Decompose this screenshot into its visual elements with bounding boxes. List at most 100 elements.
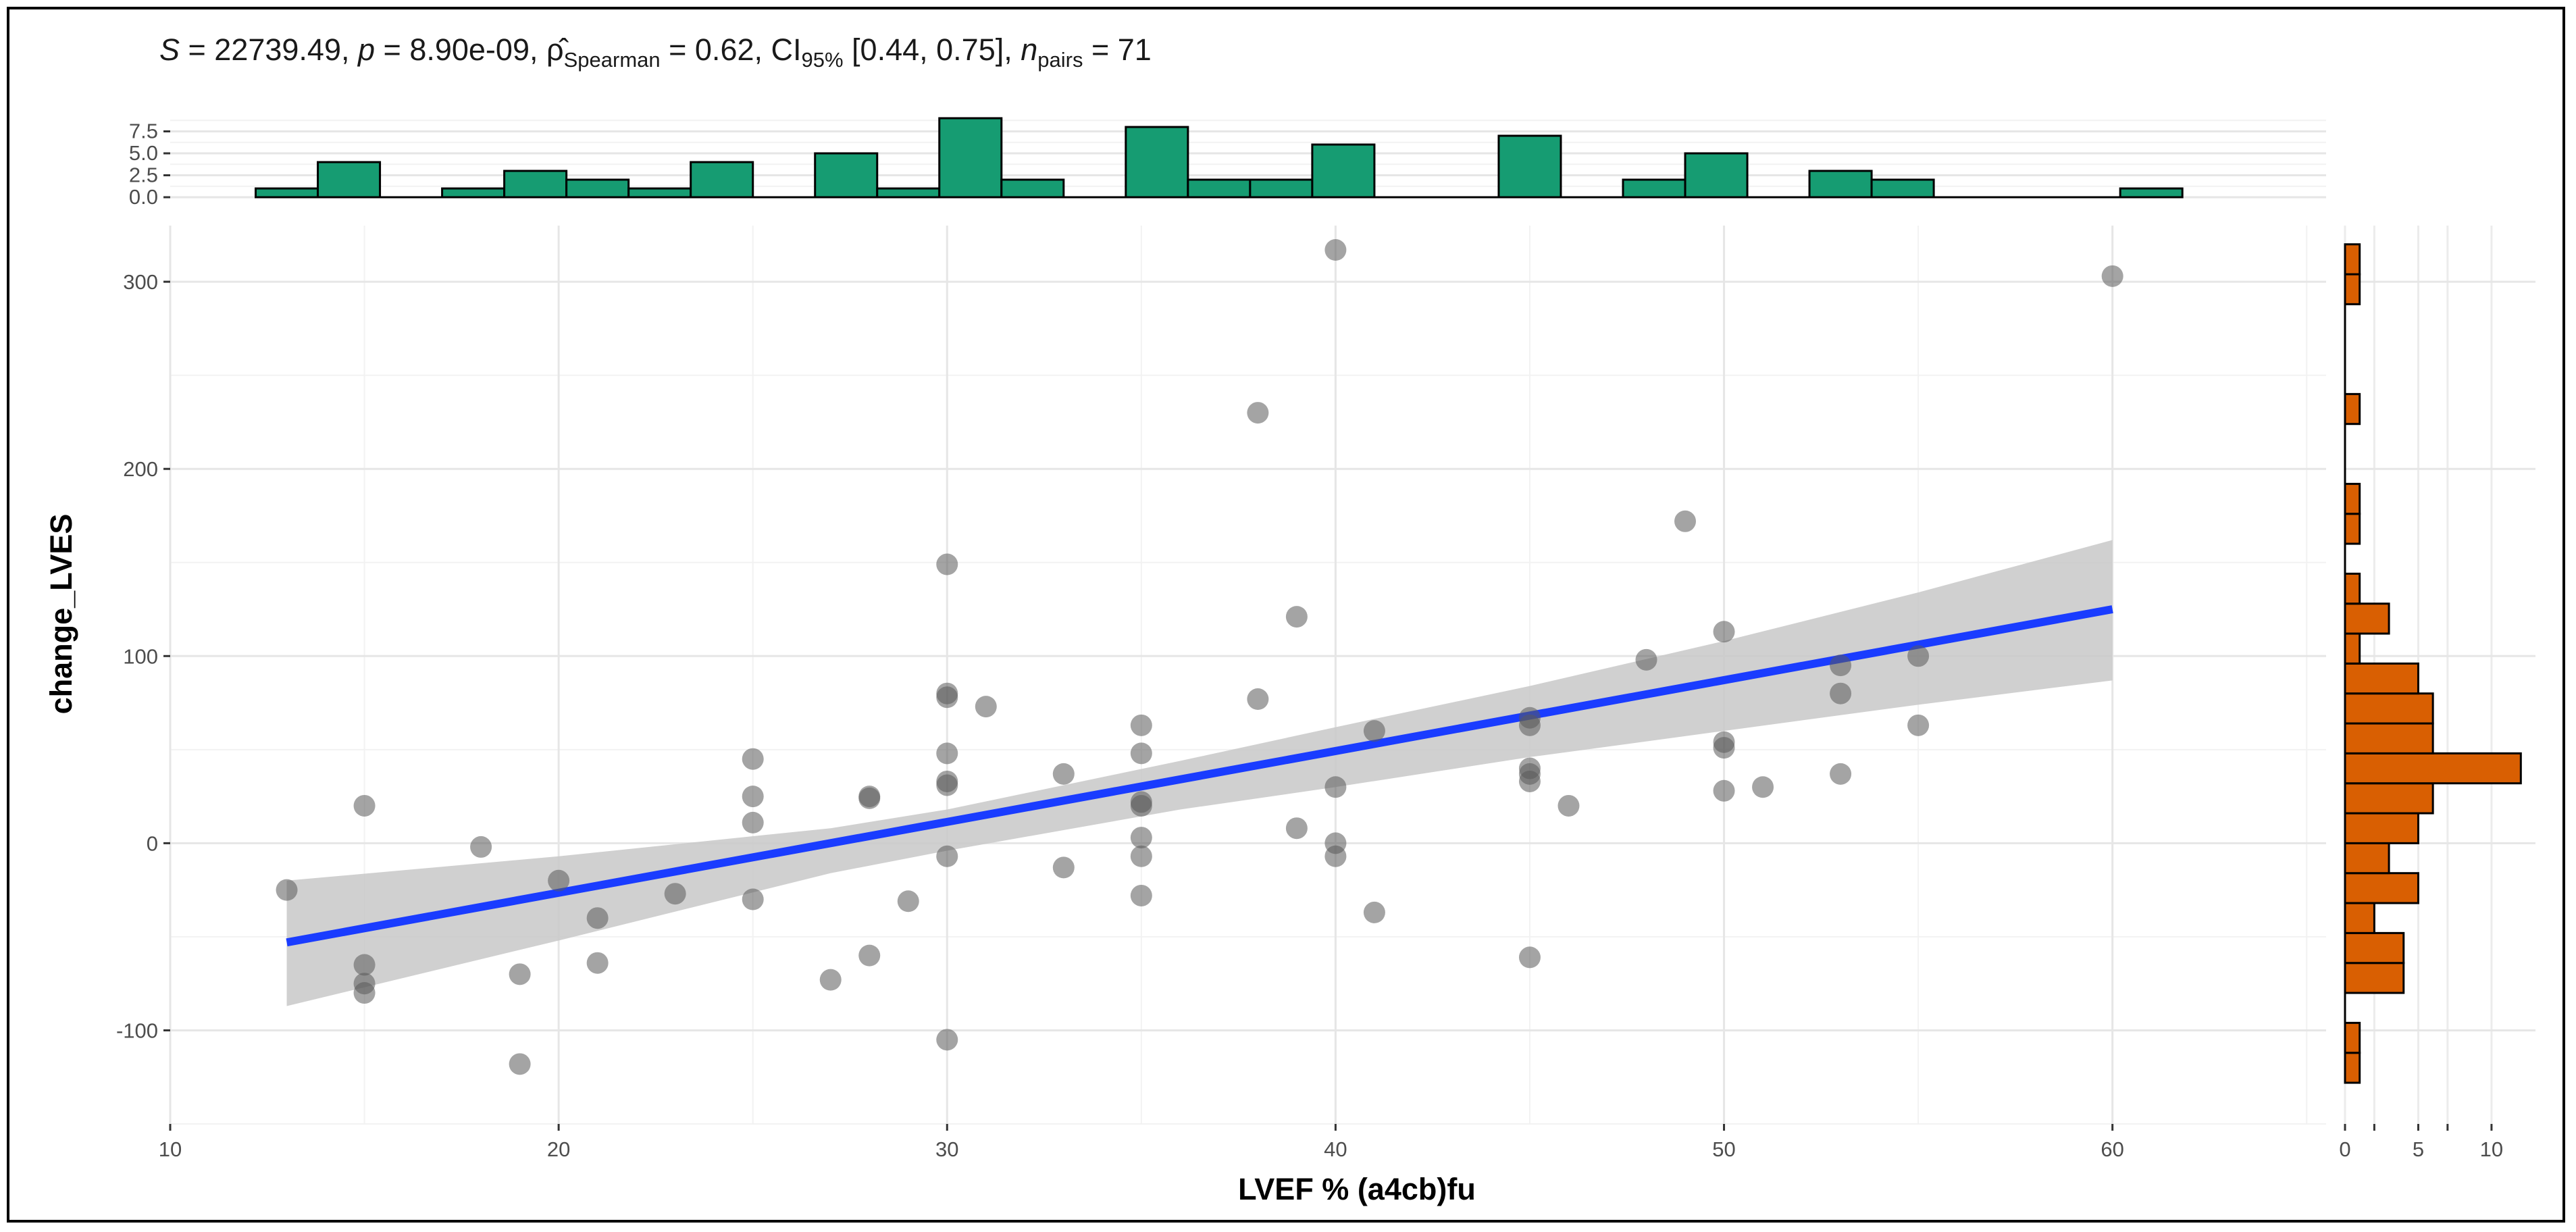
right-hist-bar: [2344, 962, 2405, 994]
data-point: [353, 794, 376, 817]
data-point: [1518, 770, 1541, 792]
data-point: [509, 963, 531, 985]
right-hist-bar: [2344, 752, 2522, 785]
right-hist-bar: [2344, 842, 2390, 875]
data-point: [1713, 779, 1735, 802]
top-hist-bar: [1125, 126, 1189, 199]
data-point: [858, 787, 881, 809]
subtitle-rho-sub: Spearman: [564, 48, 661, 72]
data-point: [1130, 884, 1152, 906]
top-hist-bar: [627, 187, 692, 199]
data-point: [509, 1053, 531, 1075]
top-hist-bar: [565, 178, 630, 199]
data-point: [1907, 714, 1930, 736]
y-tick-label: 100: [123, 644, 158, 668]
data-point: [1052, 856, 1075, 879]
data-point: [742, 748, 764, 770]
right-hist-bar: [2344, 782, 2434, 815]
subtitle-s-label: S: [159, 32, 180, 67]
data-point: [1830, 682, 1852, 704]
top-hist-bar: [690, 161, 754, 199]
x-tick-label: 20: [547, 1137, 570, 1161]
top-hist-bar: [938, 117, 1003, 199]
data-point: [1324, 776, 1347, 798]
data-point: [353, 982, 376, 1004]
data-point: [1285, 817, 1308, 840]
data-point: [936, 686, 958, 709]
right-hist-bar: [2344, 662, 2419, 695]
top-hist-bar: [1187, 178, 1252, 199]
data-point: [664, 883, 686, 905]
data-point: [1247, 688, 1269, 711]
data-point: [548, 869, 570, 892]
data-point: [1363, 901, 1385, 923]
top-hist-tick-label: 2.5: [129, 163, 158, 187]
data-point: [1130, 827, 1152, 849]
top-hist-bar: [255, 187, 319, 199]
right-hist-bar: [2344, 812, 2419, 844]
subtitle-n-value: = 71: [1083, 32, 1151, 67]
right-hist-bar: [2344, 692, 2434, 725]
data-point: [936, 742, 958, 765]
subtitle-s-value: = 22739.49,: [180, 32, 358, 67]
data-point: [276, 879, 298, 901]
data-point: [975, 696, 997, 718]
right-hist-tick-label: 5: [2413, 1137, 2424, 1161]
y-tick-label: 200: [123, 457, 158, 481]
top-hist-bar: [503, 170, 568, 199]
top-hist-tick-label: 5.0: [129, 141, 158, 165]
data-point: [1285, 606, 1308, 628]
fit-line-layer: [286, 605, 2113, 947]
right-hist-bar: [2344, 273, 2361, 305]
right-hist-bar: [2344, 872, 2419, 904]
top-hist-bar: [2119, 187, 2184, 199]
data-point: [1130, 845, 1152, 867]
top-hist-tick-label: 7.5: [129, 120, 158, 143]
data-point: [1247, 402, 1269, 424]
y-tick-label: 0: [147, 831, 158, 855]
x-tick-label: 60: [2101, 1137, 2123, 1161]
data-point: [1518, 946, 1541, 969]
right-hist-tick-label: 10: [2480, 1137, 2503, 1161]
data-point: [1557, 794, 1580, 817]
right-histogram-bars: [2344, 243, 2522, 1084]
subtitle-p-label: p: [357, 32, 375, 67]
right-hist-bar: [2344, 243, 2361, 276]
scatter-chart: S = 22739.49, p = 8.90e-09, ρ̂Spearman =…: [44, 32, 2535, 1206]
data-point: [897, 890, 919, 913]
top-hist-bar: [1684, 152, 1749, 199]
data-point: [1518, 714, 1541, 736]
right-hist-bar: [2344, 1021, 2361, 1054]
data-point: [936, 553, 958, 575]
right-hist-bar: [2344, 632, 2361, 665]
data-point: [1830, 763, 1852, 785]
top-hist-bar: [1497, 134, 1562, 199]
right-hist-bar: [2344, 722, 2434, 754]
top-hist-bar: [814, 152, 879, 199]
data-point: [1130, 742, 1152, 765]
x-axis-title: LVEF % (a4cb)fu: [1238, 1172, 1476, 1206]
top-hist-bar: [1808, 170, 1873, 199]
data-point: [819, 969, 842, 991]
chart-subtitle: S = 22739.49, p = 8.90e-09, ρ̂Spearman =…: [159, 32, 1152, 72]
data-point: [936, 774, 958, 796]
right-histogram-ticks: 0 5 10: [2339, 1124, 2503, 1161]
data-point: [936, 1029, 958, 1051]
x-axis-ticks: 10 20 30 40 50 60: [159, 1124, 2124, 1161]
right-hist-bar: [2344, 513, 2361, 545]
right-hist-bar: [2344, 482, 2361, 515]
data-point: [586, 907, 609, 929]
data-point: [1052, 763, 1075, 785]
data-point: [1713, 737, 1735, 759]
data-point: [1324, 845, 1347, 867]
right-hist-bar: [2344, 572, 2361, 605]
data-point: [470, 836, 492, 858]
data-point: [1674, 510, 1697, 532]
subtitle-ci-sub: 95%: [802, 48, 844, 72]
data-point: [742, 811, 764, 833]
right-hist-bar: [2344, 902, 2375, 934]
y-axis-ticks: -100 0 100 200 300: [116, 270, 170, 1042]
top-hist-bar: [876, 187, 941, 199]
data-point: [858, 944, 881, 967]
figure-frame: S = 22739.49, p = 8.90e-09, ρ̂Spearman =…: [7, 7, 2565, 1223]
